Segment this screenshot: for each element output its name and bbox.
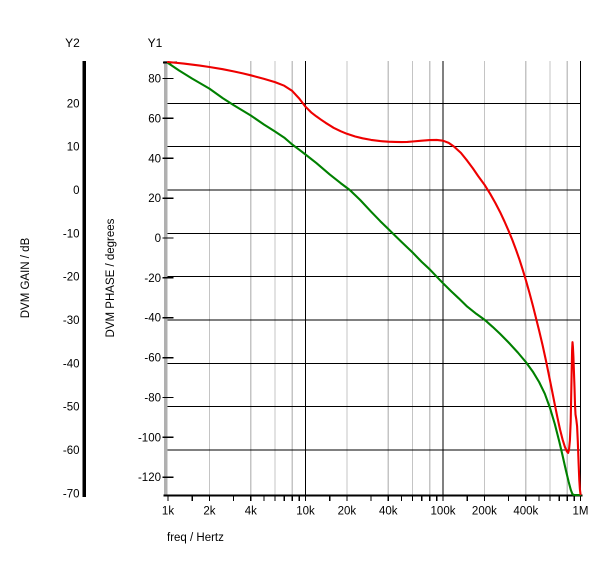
y1-tick-label: 0	[155, 233, 161, 245]
y2-tick-label: 0	[73, 185, 79, 197]
y2-tick-label: -20	[63, 272, 80, 284]
y1-tick-label: 40	[148, 153, 161, 165]
y1-tick-label: -120	[138, 472, 161, 484]
phase-axis-label: DVM PHASE / degrees	[105, 218, 117, 337]
y2-tick-label: -50	[63, 402, 80, 414]
y2-tick-label: -70	[63, 488, 80, 500]
y2-axis-spine	[82, 61, 87, 497]
y2-tick-label: -30	[63, 315, 80, 327]
y2-tick-label: -60	[63, 445, 80, 457]
x-tick-label: 400k	[513, 506, 538, 518]
x-tick-label: 200k	[472, 506, 497, 518]
y1-tick-label: 80	[148, 74, 161, 86]
y1-tick-label: 20	[148, 193, 161, 205]
y1-tick-label: -20	[144, 273, 161, 285]
x-tick-label: 1k	[162, 506, 174, 518]
x-axis-line	[163, 494, 583, 497]
y2-tick-label: -10	[63, 228, 80, 240]
curves	[166, 60, 582, 497]
y2-axis-title: Y2	[65, 36, 80, 50]
y1-axis-title: Y1	[148, 36, 163, 50]
y2-tick-label: -40	[63, 358, 80, 370]
y1-tick-label: 60	[148, 113, 161, 125]
minor-grid	[208, 61, 568, 495]
phase-curve	[166, 60, 582, 496]
x-tick-label: 1M	[573, 506, 589, 518]
tick-labels: 20 10 0 -10 -20 -30 -40 -50 -60 -70 80 60 40 20 0 -20 -4…	[63, 74, 589, 518]
gain-curve	[166, 61, 582, 497]
y1-tick-label: -80	[144, 392, 161, 404]
major-grid	[164, 61, 581, 495]
x-tick-label: 40k	[379, 506, 398, 518]
x-tick-label: 100k	[431, 506, 456, 518]
x-tick-label: 20k	[338, 506, 357, 518]
gain-axis-label: DVM GAIN / dB	[20, 237, 32, 318]
x-tick-label: 4k	[245, 506, 257, 518]
y1-tick-label: -100	[138, 432, 161, 444]
y1-tick-label: -40	[144, 313, 161, 325]
y2-tick-label: 20	[67, 98, 80, 110]
x-tick-label: 10k	[296, 506, 315, 518]
x-axis-label: freq / Hertz	[167, 532, 224, 544]
y1-tick-label: -60	[144, 353, 161, 365]
y2-tick-label: 10	[67, 142, 80, 154]
x-tick-label: 2k	[203, 506, 215, 518]
